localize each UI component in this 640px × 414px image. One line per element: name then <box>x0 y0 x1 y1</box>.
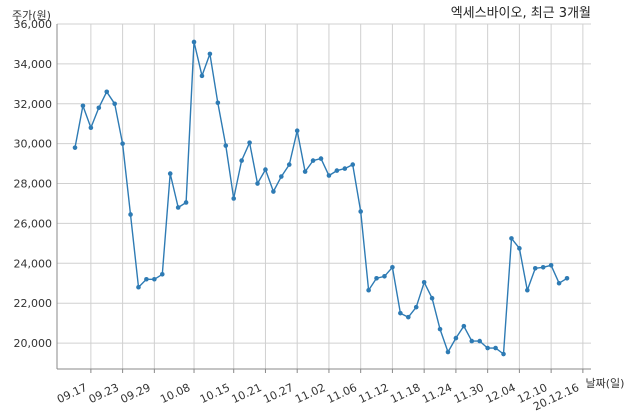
y-tick-label: 22,000 <box>14 297 53 310</box>
data-point <box>398 310 403 316</box>
data-point <box>167 171 173 176</box>
data-point <box>136 284 141 290</box>
data-point <box>128 212 133 217</box>
data-point <box>80 103 86 109</box>
data-point <box>525 287 530 293</box>
y-tick-label: 36,000 <box>14 18 53 31</box>
data-point <box>390 264 395 270</box>
data-point <box>294 128 300 133</box>
data-point <box>207 51 213 57</box>
y-tick-label: 30,000 <box>14 138 53 151</box>
data-point <box>263 167 268 172</box>
data-point <box>112 101 117 107</box>
data-point <box>120 141 125 146</box>
y-tick-label: 26,000 <box>14 217 53 230</box>
y-axis-title: 주가(원) <box>12 9 51 22</box>
axes <box>56 24 591 373</box>
y-tick-label: 32,000 <box>14 98 53 111</box>
data-point <box>231 196 237 201</box>
data-point <box>342 166 348 171</box>
data-point <box>310 158 316 163</box>
series <box>72 39 570 357</box>
data-point <box>501 351 506 357</box>
data-point <box>469 338 475 344</box>
data-point <box>96 105 102 111</box>
data-point <box>144 276 149 282</box>
data-point <box>485 345 490 351</box>
data-point <box>286 162 292 167</box>
data-point <box>366 287 371 293</box>
data-point <box>509 236 514 241</box>
data-point <box>548 263 554 268</box>
data-point <box>183 200 189 205</box>
data-point <box>445 349 451 355</box>
x-axis-title: 날짜(일) <box>586 376 625 390</box>
data-point <box>175 205 181 210</box>
data-point <box>453 335 459 341</box>
y-tick-label: 28,000 <box>14 178 53 191</box>
data-point <box>405 314 411 320</box>
data-point <box>255 181 260 186</box>
data-point <box>334 168 340 173</box>
data-point <box>88 125 94 130</box>
y-tick-label: 34,000 <box>14 58 53 71</box>
data-point <box>271 189 276 194</box>
data-point <box>374 275 379 281</box>
data-point <box>318 156 324 161</box>
data-point <box>152 276 157 282</box>
data-point <box>199 73 205 79</box>
data-point <box>540 264 546 270</box>
data-point <box>421 279 427 285</box>
y-tick-label: 20,000 <box>14 337 53 350</box>
data-point <box>413 304 419 310</box>
data-point <box>104 89 110 95</box>
data-point <box>477 338 483 344</box>
data-point <box>223 143 229 148</box>
data-point <box>72 145 78 150</box>
data-point <box>461 323 467 329</box>
data-point <box>247 140 252 145</box>
data-point <box>564 275 570 281</box>
data-point <box>517 246 522 251</box>
data-point <box>429 295 435 301</box>
data-point <box>350 162 356 167</box>
data-point <box>215 100 221 106</box>
data-point <box>437 326 443 332</box>
y-tick-labels: 20,000 22,000 24,000 26,000 28,000 30,000 32,0… <box>14 18 53 350</box>
data-point <box>556 280 562 286</box>
data-point <box>239 158 244 163</box>
data-point <box>532 265 538 271</box>
data-point <box>302 169 308 174</box>
chart-title: 엑세스바이오, 최근 3개월 <box>451 6 591 21</box>
data-point <box>358 209 363 214</box>
data-point <box>493 345 498 351</box>
data-point <box>382 273 387 279</box>
data-point <box>326 173 332 178</box>
data-point <box>159 271 165 277</box>
data-point <box>279 174 284 179</box>
y-tick-label: 24,000 <box>14 257 53 270</box>
data-point <box>191 39 197 45</box>
